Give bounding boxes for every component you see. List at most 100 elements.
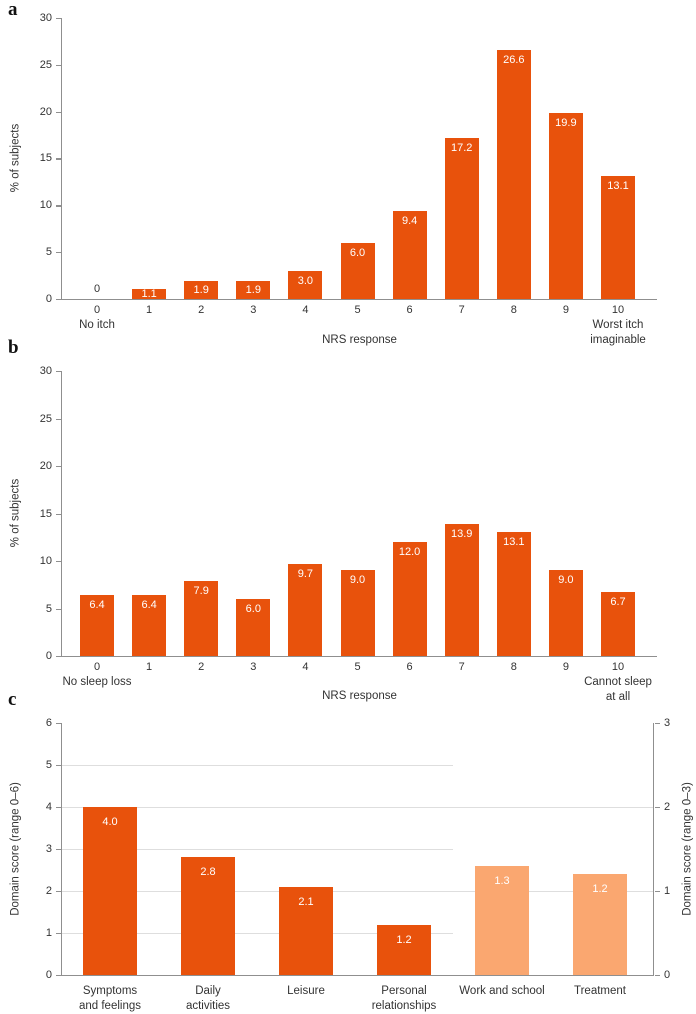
x-tick-label-a: 9 bbox=[562, 304, 569, 316]
bar-value-label-a: 6.0 bbox=[349, 247, 366, 259]
y-tick-label-b: 5 bbox=[45, 602, 52, 615]
bar-b bbox=[392, 542, 427, 656]
y-tick-mark-c-left bbox=[56, 933, 61, 935]
x-tick-label-b: 6 bbox=[406, 661, 413, 673]
x-axis-line-a bbox=[61, 299, 657, 301]
bar-b bbox=[288, 564, 323, 656]
bar-value-label-c: 1.3 bbox=[494, 875, 510, 887]
x-anchor-high-label-b: Cannot sleep bbox=[584, 676, 652, 688]
y-tick-label-c-right: 1 bbox=[664, 885, 671, 897]
x-axis-label-b: NRS response bbox=[322, 690, 397, 702]
bar-value-label-a: 0 bbox=[93, 283, 101, 295]
y-axis-line-c-left bbox=[61, 723, 63, 976]
x-axis-line-c bbox=[61, 975, 654, 977]
x-anchor-high-label-b: at all bbox=[605, 691, 631, 703]
y-tick-label-b: 15 bbox=[39, 507, 52, 520]
bar-b bbox=[496, 532, 531, 656]
x-tick-label-b: 9 bbox=[562, 661, 569, 673]
x-tick-label-b: 0 bbox=[93, 661, 101, 673]
x-anchor-low-label-b: No sleep loss bbox=[62, 676, 132, 688]
x-tick-label-a: 1 bbox=[146, 304, 153, 316]
y-tick-mark-c-left bbox=[56, 849, 61, 851]
bar-c bbox=[181, 857, 235, 975]
x-axis-label-a: NRS response bbox=[322, 334, 397, 346]
y-tick-mark-a bbox=[56, 64, 61, 67]
y-tick-mark-a bbox=[56, 158, 61, 160]
y-tick-label-a: 5 bbox=[45, 246, 52, 259]
bar-value-label-c: 2.8 bbox=[200, 866, 216, 878]
x-tick-label-a: 2 bbox=[198, 304, 205, 316]
gridline-c bbox=[62, 891, 653, 892]
category-label-c: Work and school bbox=[459, 985, 545, 997]
y-tick-label-b: 25 bbox=[39, 412, 52, 425]
y-tick-label-c-left: 6 bbox=[45, 717, 52, 729]
y-tick-label-a: 15 bbox=[39, 152, 52, 165]
y-axis-line-a bbox=[61, 18, 63, 300]
bar-b bbox=[80, 595, 114, 656]
y-tick-mark-a bbox=[56, 205, 61, 207]
bar-value-label-c: 1.2 bbox=[592, 883, 608, 895]
bar-c bbox=[475, 866, 529, 975]
y-axis-line-b bbox=[61, 371, 63, 657]
y-tick-mark-b bbox=[56, 561, 61, 563]
y-tick-label-a: 0 bbox=[45, 293, 52, 305]
bar-a bbox=[496, 50, 531, 299]
y-tick-mark-b bbox=[56, 418, 61, 420]
y-tick-mark-b bbox=[56, 513, 61, 515]
bar-b bbox=[340, 570, 375, 656]
y-tick-mark-c-right bbox=[655, 975, 660, 977]
panel-c-letter: c bbox=[8, 689, 17, 710]
bar-value-label-c: 2.1 bbox=[298, 896, 314, 908]
x-tick-label-a: 7 bbox=[458, 304, 465, 316]
category-label-c: Treatment bbox=[574, 985, 626, 997]
bar-a bbox=[392, 211, 427, 299]
category-label-c: Leisure bbox=[287, 985, 325, 997]
gridline-c bbox=[62, 933, 453, 934]
bar-a bbox=[601, 176, 635, 299]
y-tick-mark-c-right bbox=[655, 807, 660, 809]
x-tick-label-b: 4 bbox=[302, 661, 309, 673]
x-tick-label-b: 2 bbox=[198, 661, 205, 673]
bar-value-label-a: 3.0 bbox=[297, 275, 314, 287]
bar-b bbox=[548, 570, 583, 656]
bar-c bbox=[573, 874, 627, 975]
y-tick-mark-b bbox=[56, 656, 61, 658]
category-label-c: Symptoms bbox=[82, 985, 138, 997]
y-tick-label-c-left: 3 bbox=[45, 843, 52, 855]
y-tick-label-a: 20 bbox=[39, 105, 52, 118]
x-anchor-low-label-a: No itch bbox=[79, 319, 115, 331]
y-tick-mark-b bbox=[56, 608, 61, 610]
bar-value-label-b: 9.0 bbox=[558, 574, 574, 586]
bar-value-label-c: 1.2 bbox=[396, 934, 412, 946]
gridline-c bbox=[62, 765, 453, 766]
x-tick-label-b: 8 bbox=[510, 661, 517, 673]
x-axis-line-b bbox=[61, 656, 657, 658]
category-label-c: activities bbox=[185, 1000, 231, 1012]
bar-b bbox=[444, 524, 479, 656]
y-tick-mark-b bbox=[56, 466, 61, 468]
x-tick-label-a: 4 bbox=[302, 304, 309, 316]
y-tick-label-b: 30 bbox=[39, 365, 52, 377]
bar-value-label-b: 6.7 bbox=[610, 596, 626, 608]
bar-value-label-a: 19.9 bbox=[555, 117, 577, 129]
y-tick-mark-c-left bbox=[56, 723, 61, 725]
y-tick-mark-c-left bbox=[56, 765, 61, 767]
bar-value-label-a: 13.1 bbox=[607, 180, 629, 192]
y-tick-mark-a bbox=[56, 299, 61, 301]
gridline-c bbox=[62, 849, 453, 850]
y-tick-label-a: 10 bbox=[39, 199, 52, 212]
bar-value-label-b: 9.7 bbox=[297, 568, 314, 580]
bar-a bbox=[548, 113, 583, 299]
x-anchor-high-label-a: Worst itch bbox=[592, 319, 644, 331]
x-tick-label-a: 3 bbox=[250, 304, 257, 316]
x-tick-label-b: 7 bbox=[458, 661, 465, 673]
bar-b bbox=[184, 581, 219, 656]
x-anchor-high-label-a: imaginable bbox=[590, 334, 646, 346]
panel-b-letter: b bbox=[8, 337, 19, 358]
y-tick-label-c-left: 0 bbox=[45, 969, 52, 981]
bar-value-label-b: 6.0 bbox=[245, 603, 261, 615]
x-tick-label-a: 0 bbox=[93, 304, 101, 316]
x-tick-label-a: 5 bbox=[354, 304, 361, 316]
y-tick-label-c-right: 3 bbox=[664, 717, 671, 729]
